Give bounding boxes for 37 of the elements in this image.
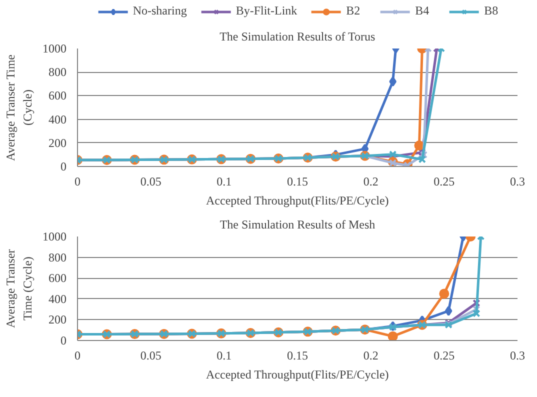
x-axis-title: Accepted Throughput(Flits/PE/Cycle)	[206, 368, 389, 382]
y-tick-label: 200	[48, 312, 66, 327]
x-tick-label: 0.05	[140, 348, 162, 362]
x-tick-label: 0.25	[434, 174, 455, 188]
y-tick-label: 600	[48, 271, 66, 286]
y-axis-title: Average Transer Time (Cycle)	[4, 249, 34, 328]
x-tick-label: 0.15	[287, 348, 308, 362]
x-tick-label: 0.2	[363, 174, 378, 188]
y-tick-label: 800	[48, 65, 66, 80]
y-tick-label: 0	[60, 160, 66, 174]
x-axis-title: Accepted Throughput(Flits/PE/Cycle)	[206, 194, 389, 208]
legend-label: B2	[346, 4, 362, 18]
y-tick-label: 600	[48, 88, 66, 103]
y-axis-title: Average Transer Time (Cycle)	[4, 54, 34, 161]
legend-label: B8	[484, 4, 500, 18]
x-tick-label: 0.1	[216, 174, 232, 188]
legend-label: No-sharing	[132, 4, 187, 18]
y-tick-label: 1000	[42, 42, 66, 56]
x-tick-label: 0	[74, 348, 80, 362]
y-tick-label: 400	[48, 112, 66, 126]
legend-label: B4	[415, 4, 430, 18]
chart-title: The Simulation Results of Mesh	[220, 218, 376, 232]
x-tick-label: 0.25	[434, 348, 455, 362]
chart-title: The Simulation Results of Torus	[220, 30, 376, 44]
y-tick-label: 800	[48, 250, 66, 264]
x-tick-label: 0.05	[140, 174, 162, 188]
x-tick-label: 0.3	[510, 348, 525, 362]
x-tick-label: 0.1	[216, 348, 232, 362]
x-tick-label: 0.3	[510, 174, 525, 188]
y-tick-label: 400	[48, 292, 66, 306]
y-tick-label: 1000	[42, 230, 66, 244]
x-tick-label: 0.15	[287, 174, 308, 188]
x-tick-label: 0.2	[363, 348, 378, 362]
y-tick-label: 0	[60, 334, 66, 348]
x-tick-label: 0	[74, 174, 80, 188]
legend-label: By-Flit-Link	[236, 4, 298, 18]
y-tick-label: 200	[48, 136, 66, 150]
